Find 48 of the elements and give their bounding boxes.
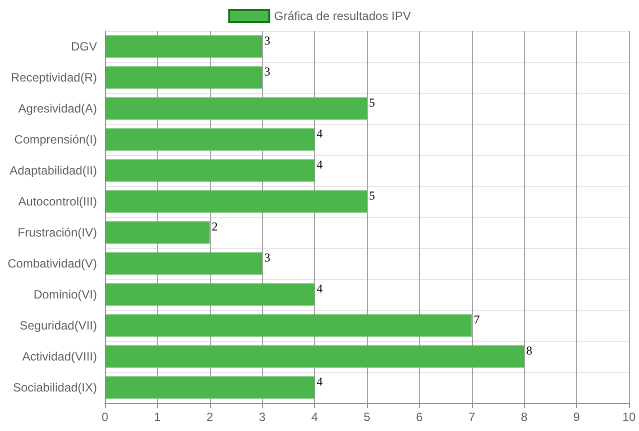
bar	[105, 283, 315, 306]
y-tick-label: Agresividad(A)	[18, 102, 97, 116]
bar	[105, 345, 524, 368]
x-tick-label: 5	[364, 410, 371, 424]
y-tick-label: Comprensión(I)	[14, 132, 97, 146]
bar	[105, 35, 262, 58]
x-tick-label: 1	[154, 410, 162, 424]
data-label: 5	[369, 188, 375, 202]
x-tick-label: 4	[311, 410, 318, 424]
bar	[105, 252, 262, 275]
y-tick-label: DGV	[70, 40, 97, 54]
bar	[105, 97, 367, 120]
y-tick-label: Frustración(IV)	[18, 226, 97, 240]
x-tick-label: 9	[573, 410, 580, 424]
data-label: 4	[316, 158, 323, 172]
x-tick-label: 6	[416, 410, 424, 424]
bar	[105, 314, 472, 337]
data-label: 7	[474, 312, 480, 326]
x-tick-label: 10	[622, 410, 636, 424]
data-label: 3	[264, 64, 270, 78]
data-label: 8	[526, 344, 532, 358]
data-label: 4	[316, 282, 323, 296]
data-label: 5	[369, 96, 375, 110]
y-tick-label: Adaptabilidad(II)	[10, 164, 97, 178]
y-tick-label: Seguridad(VII)	[20, 318, 97, 332]
x-tick-label: 2	[206, 410, 214, 424]
y-tick-label: Actividad(VIII)	[22, 350, 97, 364]
bar	[105, 221, 210, 244]
x-tick-label: 3	[258, 410, 266, 424]
bar	[105, 376, 315, 399]
data-label: 2	[212, 220, 218, 234]
bar	[105, 190, 367, 213]
x-tick-label: 8	[520, 410, 528, 424]
bar	[105, 128, 315, 151]
y-tick-label: Receptividad(R)	[10, 70, 97, 84]
y-tick-label: Sociabilidad(IX)	[12, 380, 97, 394]
x-tick-label: 0	[102, 410, 109, 424]
bar	[105, 66, 262, 89]
x-tick-label: 7	[468, 410, 476, 424]
data-label: 3	[264, 250, 270, 264]
y-tick-label: Dominio(VI)	[34, 288, 97, 302]
data-label: 3	[264, 34, 270, 48]
bar	[105, 159, 315, 182]
legend-label: Gráfica de resultados IPV	[274, 9, 411, 23]
data-label: 4	[316, 374, 323, 388]
data-label: 4	[316, 126, 323, 140]
y-tick-label: Combatividad(V)	[8, 256, 97, 270]
y-tick-label: Autocontrol(III)	[18, 194, 97, 208]
